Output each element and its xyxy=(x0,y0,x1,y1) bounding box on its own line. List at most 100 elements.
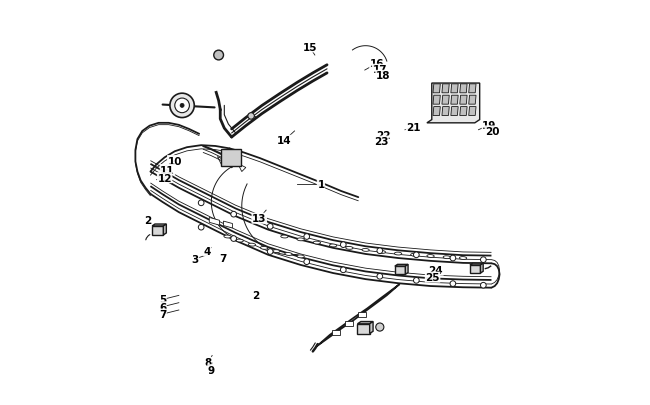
Circle shape xyxy=(376,323,384,331)
Polygon shape xyxy=(358,322,373,324)
Circle shape xyxy=(231,212,237,217)
Polygon shape xyxy=(470,264,483,265)
Polygon shape xyxy=(469,96,476,105)
Polygon shape xyxy=(209,218,220,226)
Text: 1: 1 xyxy=(317,179,324,189)
Text: 13: 13 xyxy=(252,214,266,224)
Text: 12: 12 xyxy=(157,173,172,183)
Polygon shape xyxy=(427,84,480,124)
Polygon shape xyxy=(152,226,163,235)
Ellipse shape xyxy=(261,247,268,250)
Polygon shape xyxy=(451,96,458,105)
Ellipse shape xyxy=(330,244,337,247)
Text: 7: 7 xyxy=(159,309,166,319)
Circle shape xyxy=(170,94,194,118)
Polygon shape xyxy=(152,224,166,226)
Circle shape xyxy=(450,281,456,287)
Polygon shape xyxy=(406,265,408,275)
Text: 25: 25 xyxy=(425,273,440,282)
Polygon shape xyxy=(358,324,370,334)
Ellipse shape xyxy=(281,235,288,239)
Circle shape xyxy=(198,225,204,230)
Circle shape xyxy=(341,242,346,248)
Circle shape xyxy=(231,236,237,242)
Text: 11: 11 xyxy=(160,165,175,175)
Text: 4: 4 xyxy=(203,246,211,256)
Text: 9: 9 xyxy=(208,365,215,375)
Circle shape xyxy=(304,234,309,240)
Text: 18: 18 xyxy=(376,71,390,81)
Polygon shape xyxy=(442,96,449,105)
Ellipse shape xyxy=(346,247,353,250)
Polygon shape xyxy=(238,164,246,172)
FancyBboxPatch shape xyxy=(358,312,366,317)
Circle shape xyxy=(267,249,273,255)
Polygon shape xyxy=(470,265,480,273)
Ellipse shape xyxy=(313,241,320,245)
Text: 19: 19 xyxy=(482,121,497,130)
Circle shape xyxy=(450,256,456,261)
Ellipse shape xyxy=(378,251,385,254)
Circle shape xyxy=(248,113,254,120)
Polygon shape xyxy=(227,160,236,168)
Text: 21: 21 xyxy=(406,123,421,132)
Circle shape xyxy=(413,278,419,284)
Ellipse shape xyxy=(272,250,280,253)
Circle shape xyxy=(341,267,346,273)
Ellipse shape xyxy=(224,235,231,239)
Text: 2: 2 xyxy=(252,291,259,301)
Text: 20: 20 xyxy=(485,127,499,136)
FancyBboxPatch shape xyxy=(332,330,340,335)
Text: 15: 15 xyxy=(302,43,317,53)
Text: 17: 17 xyxy=(372,65,387,75)
Text: 10: 10 xyxy=(168,156,182,166)
Polygon shape xyxy=(469,85,476,94)
Polygon shape xyxy=(480,264,483,273)
Ellipse shape xyxy=(297,255,304,258)
Text: 6: 6 xyxy=(159,302,166,312)
Polygon shape xyxy=(433,96,440,105)
Ellipse shape xyxy=(285,253,292,256)
FancyBboxPatch shape xyxy=(344,321,353,326)
Polygon shape xyxy=(442,107,449,116)
Circle shape xyxy=(180,104,184,108)
Text: 7: 7 xyxy=(219,254,226,263)
Ellipse shape xyxy=(248,243,255,247)
Circle shape xyxy=(377,248,383,254)
Polygon shape xyxy=(460,85,467,94)
Polygon shape xyxy=(317,284,400,346)
Polygon shape xyxy=(395,265,408,266)
Circle shape xyxy=(214,51,224,61)
Text: 14: 14 xyxy=(277,136,292,146)
Circle shape xyxy=(175,99,189,113)
Text: 5: 5 xyxy=(159,295,166,305)
Circle shape xyxy=(480,283,486,288)
FancyBboxPatch shape xyxy=(220,149,241,166)
Polygon shape xyxy=(370,322,373,334)
Ellipse shape xyxy=(362,249,369,252)
Text: 24: 24 xyxy=(428,266,443,275)
Ellipse shape xyxy=(427,255,434,258)
Circle shape xyxy=(267,224,273,230)
Polygon shape xyxy=(451,85,458,94)
Ellipse shape xyxy=(460,257,467,260)
Polygon shape xyxy=(460,96,467,105)
Polygon shape xyxy=(433,107,440,116)
Polygon shape xyxy=(395,266,406,275)
Polygon shape xyxy=(163,224,166,235)
Ellipse shape xyxy=(411,254,418,257)
Text: 23: 23 xyxy=(374,137,388,147)
Polygon shape xyxy=(451,107,458,116)
Polygon shape xyxy=(224,222,233,228)
Polygon shape xyxy=(469,107,476,116)
Ellipse shape xyxy=(443,256,450,259)
Polygon shape xyxy=(217,157,226,165)
Circle shape xyxy=(413,252,419,258)
Circle shape xyxy=(304,259,309,265)
Polygon shape xyxy=(460,107,467,116)
Ellipse shape xyxy=(236,239,243,243)
Text: 22: 22 xyxy=(376,131,391,141)
Circle shape xyxy=(480,257,486,263)
Text: 16: 16 xyxy=(370,59,384,69)
Polygon shape xyxy=(442,85,449,94)
